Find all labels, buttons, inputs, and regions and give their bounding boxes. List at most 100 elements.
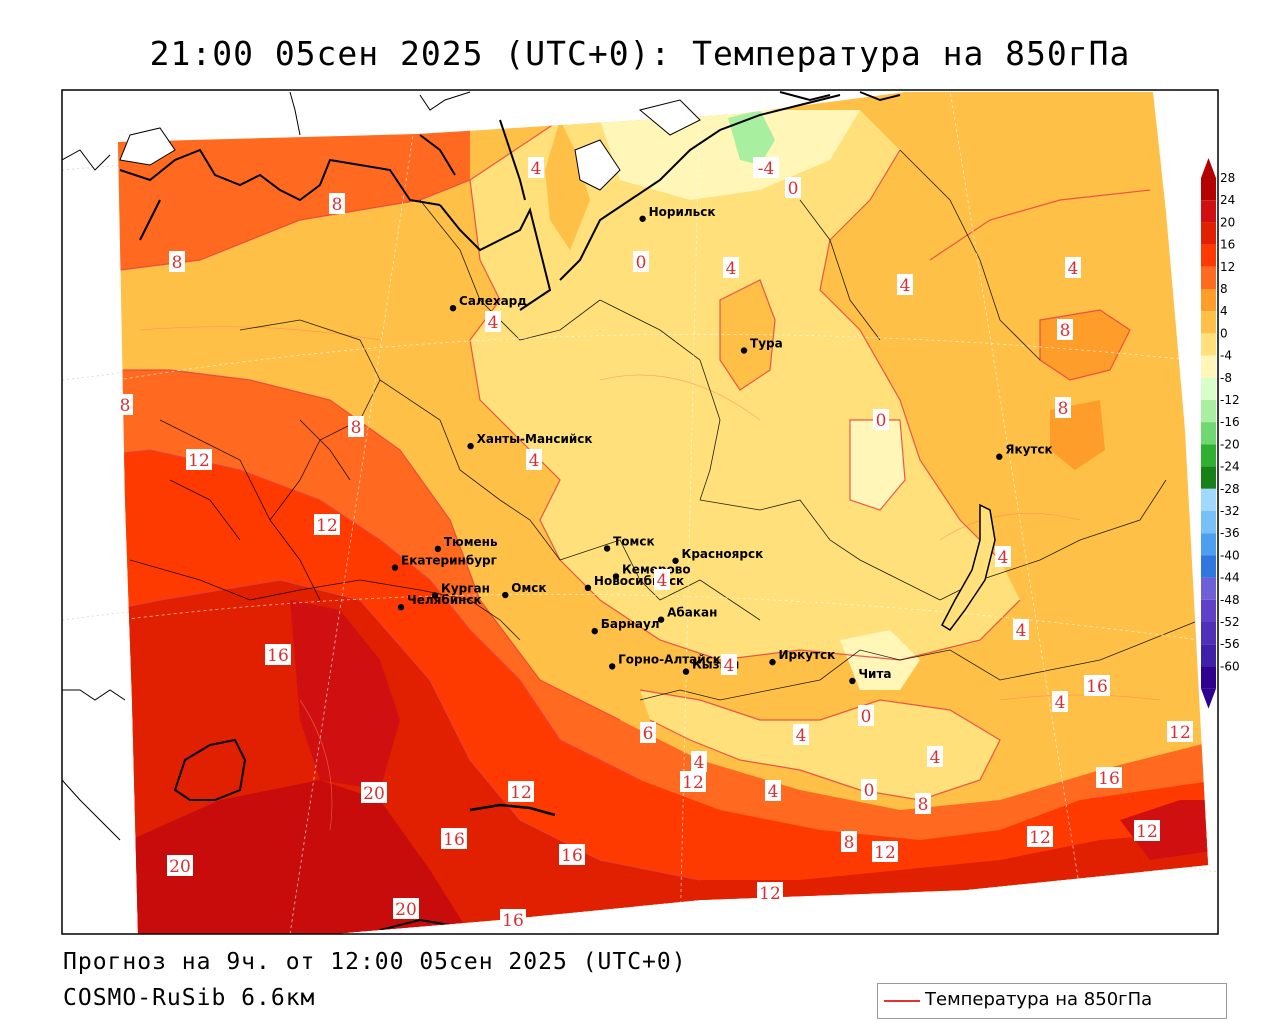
svg-text:0: 0 (788, 179, 799, 199)
svg-text:4: 4 (657, 571, 668, 591)
isotherm-label: 4 (485, 311, 501, 333)
isotherm-label: 8 (1055, 397, 1071, 419)
svg-text:16: 16 (443, 830, 465, 850)
city-dot (603, 545, 611, 552)
city-dot (431, 592, 439, 599)
svg-text:4: 4 (726, 259, 737, 279)
isotherm-label: 0 (633, 251, 649, 273)
city-label: Тура (750, 337, 783, 351)
city-label: Чита (858, 667, 891, 681)
city-label: Барнаул (601, 617, 660, 631)
svg-text:0: 0 (876, 411, 887, 431)
outer-outlines (62, 91, 471, 841)
isotherm-label: 4 (1013, 619, 1029, 641)
svg-text:20: 20 (169, 857, 191, 877)
forecast-domain (118, 92, 1208, 934)
isotherm-label: 4 (528, 157, 544, 179)
svg-text:8: 8 (1058, 399, 1069, 419)
colorbar-swatch (1201, 555, 1216, 578)
colorbar-label: 12 (1220, 260, 1235, 274)
city-label: Екатеринбург (401, 554, 497, 568)
colorbar-top-arrow (1201, 158, 1216, 178)
svg-text:4: 4 (694, 753, 705, 773)
colorbar-label: 16 (1220, 238, 1235, 252)
isotherm-label: 8 (348, 416, 364, 438)
isotherm-label: 8 (841, 831, 857, 853)
svg-text:12: 12 (510, 783, 532, 803)
city-dot (996, 453, 1003, 460)
isotherm-label: 8 (329, 193, 345, 215)
svg-text:8: 8 (172, 253, 183, 273)
colorbar-swatch (1201, 266, 1216, 289)
svg-text:20: 20 (395, 900, 417, 920)
svg-text:12: 12 (874, 843, 896, 863)
svg-text:12: 12 (682, 773, 704, 793)
colorbar-swatch (1201, 533, 1216, 556)
isotherm-label: 4 (897, 274, 913, 296)
colorbar: 28 24 20 16 12 8 4 0 -4 -8 -12 -16 -20 -24 -28 -32 -36 -4… (1201, 158, 1240, 709)
colorbar-label: -56 (1220, 637, 1240, 651)
colorbar-swatch (1201, 244, 1216, 267)
colorbar-bottom-arrow (1201, 688, 1216, 709)
city-dot (740, 347, 748, 354)
isotherm-label: 12 (1167, 721, 1193, 743)
isotherm-label: 0 (785, 177, 801, 199)
colorbar-swatch (1201, 422, 1216, 445)
isotherm-label: 16 (441, 828, 467, 850)
svg-text:6: 6 (643, 724, 654, 744)
colorbar-swatch (1201, 488, 1216, 511)
colorbar-label: -60 (1220, 659, 1240, 673)
colorbar-label: -36 (1220, 526, 1240, 540)
colorbar-label: -24 (1220, 460, 1240, 474)
isotherm-label: 0 (858, 705, 874, 727)
legend: Температура на 850гПа (877, 983, 1227, 1019)
isotherm-label: 4 (691, 751, 707, 773)
svg-text:-4: -4 (758, 159, 775, 179)
svg-text:4: 4 (796, 726, 807, 746)
colorbar-label: -16 (1220, 415, 1240, 429)
isotherm-label: 4 (1052, 691, 1068, 713)
colorbar-swatch (1201, 599, 1216, 622)
isotherm-label: 4 (793, 724, 809, 746)
colorbar-label: 28 (1220, 171, 1235, 185)
isotherm-label: 16 (1084, 675, 1110, 697)
isotherm-label: 8 (915, 793, 931, 815)
city-label: Иркутск (778, 648, 835, 662)
city-markers: Якутск Норильск Салехард Тура Ханты-Мансийск… (391, 205, 1053, 685)
isotherm-label: 4 (765, 780, 781, 802)
svg-text:4: 4 (768, 782, 779, 802)
colorbar-label: 24 (1220, 193, 1235, 207)
svg-text:4: 4 (529, 451, 540, 471)
svg-text:0: 0 (636, 253, 647, 273)
isotherm-label: 20 (361, 782, 387, 804)
svg-text:4: 4 (1016, 621, 1027, 641)
city-label: Курган (441, 581, 490, 595)
city-label: Томск (613, 534, 655, 548)
city-dot (608, 663, 616, 670)
isotherm-label: 4 (526, 449, 542, 471)
colorbar-label: -12 (1220, 393, 1240, 407)
isotherm-label: 4 (723, 257, 739, 279)
svg-text:12: 12 (1169, 723, 1191, 743)
city-dot (584, 584, 592, 592)
svg-text:4: 4 (531, 159, 542, 179)
city-dot (612, 573, 620, 580)
svg-text:12: 12 (316, 516, 338, 536)
isotherm-label: 4 (995, 546, 1011, 568)
colorbar-swatch (1201, 311, 1216, 334)
isotherm-label: 12 (872, 841, 898, 863)
svg-text:8: 8 (1060, 321, 1071, 341)
svg-text:8: 8 (332, 195, 343, 215)
city-label: Норильск (649, 205, 716, 219)
colorbar-swatch (1201, 400, 1216, 423)
lake (173, 738, 247, 801)
isotherm-label: 20 (393, 898, 419, 920)
colorbar-swatch (1201, 377, 1216, 400)
city-label: Якутск (1005, 443, 1052, 457)
svg-text:16: 16 (502, 911, 524, 931)
svg-text:4: 4 (930, 748, 941, 768)
svg-text:16: 16 (267, 646, 289, 666)
isotherm-label: 16 (500, 909, 526, 931)
